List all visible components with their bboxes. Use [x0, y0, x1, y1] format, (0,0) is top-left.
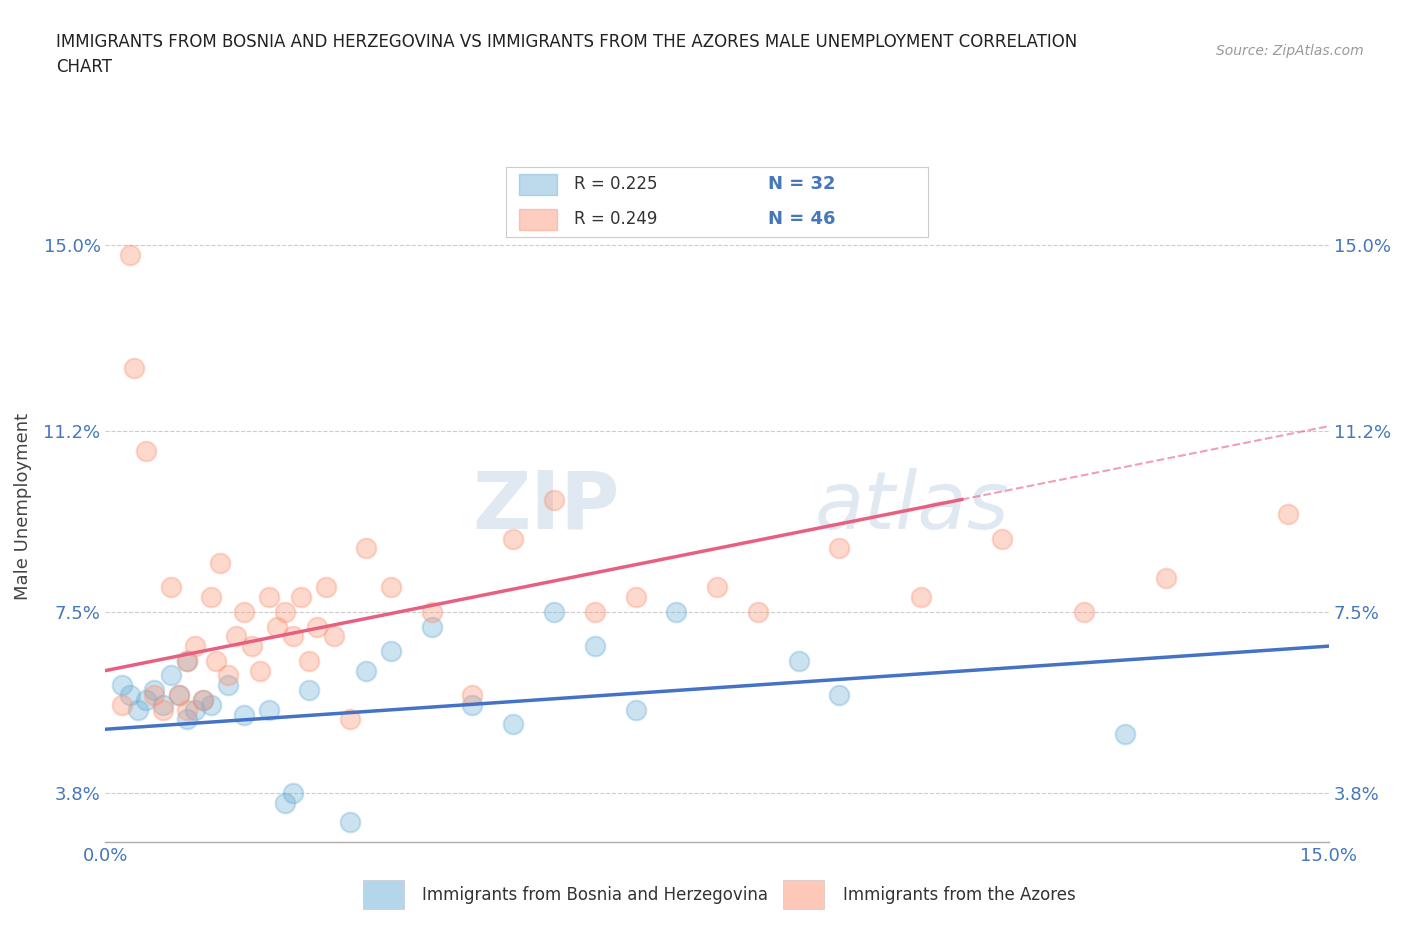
- Point: [118, 687, 141, 702]
- Point: [184, 639, 207, 654]
- Point: [233, 707, 256, 722]
- Point: [257, 590, 280, 604]
- Point: [298, 683, 321, 698]
- Point: [193, 693, 215, 708]
- Point: [111, 678, 134, 693]
- Text: Immigrants from the Azores: Immigrants from the Azores: [842, 885, 1076, 904]
- Point: [217, 668, 239, 683]
- Text: Immigrants from Bosnia and Herzegovina: Immigrants from Bosnia and Herzegovina: [422, 885, 768, 904]
- Point: [502, 531, 524, 546]
- Point: [152, 698, 174, 712]
- Text: N = 46: N = 46: [768, 210, 835, 228]
- Point: [111, 698, 134, 712]
- Point: [543, 604, 565, 619]
- Point: [828, 687, 851, 702]
- Point: [159, 580, 181, 595]
- Point: [233, 604, 256, 619]
- Point: [167, 687, 190, 702]
- Point: [706, 580, 728, 595]
- Point: [339, 815, 361, 830]
- Point: [420, 604, 443, 619]
- Point: [118, 247, 141, 262]
- Point: [298, 654, 321, 669]
- Point: [281, 629, 304, 644]
- Point: [204, 654, 226, 669]
- Point: [380, 644, 402, 658]
- Point: [193, 693, 215, 708]
- Point: [274, 795, 297, 810]
- Text: IMMIGRANTS FROM BOSNIA AND HERZEGOVINA VS IMMIGRANTS FROM THE AZORES MALE UNEMPL: IMMIGRANTS FROM BOSNIA AND HERZEGOVINA V…: [56, 33, 1077, 50]
- Point: [1277, 507, 1299, 522]
- Point: [787, 654, 810, 669]
- Point: [159, 668, 181, 683]
- Point: [225, 629, 247, 644]
- Point: [152, 702, 174, 717]
- Point: [502, 717, 524, 732]
- Point: [583, 639, 606, 654]
- Text: CHART: CHART: [56, 58, 112, 75]
- Text: atlas: atlas: [815, 468, 1010, 546]
- Point: [240, 639, 263, 654]
- Point: [910, 590, 932, 604]
- Point: [991, 531, 1014, 546]
- Point: [322, 629, 344, 644]
- Point: [266, 619, 288, 634]
- Point: [828, 541, 851, 556]
- Text: ZIP: ZIP: [472, 468, 619, 546]
- Text: N = 32: N = 32: [768, 175, 835, 193]
- Point: [200, 590, 222, 604]
- Point: [143, 683, 166, 698]
- FancyBboxPatch shape: [519, 175, 557, 195]
- Point: [184, 702, 207, 717]
- Y-axis label: Male Unemployment: Male Unemployment: [14, 413, 32, 601]
- Point: [290, 590, 312, 604]
- FancyBboxPatch shape: [519, 209, 557, 230]
- Point: [249, 663, 271, 678]
- Point: [461, 698, 484, 712]
- Point: [665, 604, 688, 619]
- Point: [583, 604, 606, 619]
- Point: [420, 619, 443, 634]
- Text: R = 0.249: R = 0.249: [574, 210, 657, 228]
- Point: [624, 702, 647, 717]
- Point: [1073, 604, 1095, 619]
- Point: [135, 693, 157, 708]
- Point: [122, 360, 145, 375]
- Point: [624, 590, 647, 604]
- Point: [176, 654, 198, 669]
- Point: [208, 555, 231, 570]
- Point: [257, 702, 280, 717]
- Point: [307, 619, 329, 634]
- Point: [176, 702, 198, 717]
- Point: [167, 687, 190, 702]
- Point: [176, 712, 198, 727]
- Point: [176, 654, 198, 669]
- Point: [315, 580, 337, 595]
- FancyBboxPatch shape: [363, 881, 404, 909]
- Point: [127, 702, 149, 717]
- Point: [281, 785, 304, 800]
- Point: [135, 444, 157, 458]
- Point: [380, 580, 402, 595]
- Point: [274, 604, 297, 619]
- Point: [1154, 570, 1177, 585]
- Point: [339, 712, 361, 727]
- Point: [461, 687, 484, 702]
- Point: [747, 604, 769, 619]
- Point: [200, 698, 222, 712]
- Text: R = 0.225: R = 0.225: [574, 175, 657, 193]
- Point: [543, 492, 565, 507]
- Point: [356, 663, 378, 678]
- FancyBboxPatch shape: [783, 881, 824, 909]
- Point: [143, 687, 166, 702]
- Point: [1114, 726, 1136, 741]
- Point: [356, 541, 378, 556]
- Text: Source: ZipAtlas.com: Source: ZipAtlas.com: [1216, 44, 1364, 58]
- Point: [217, 678, 239, 693]
